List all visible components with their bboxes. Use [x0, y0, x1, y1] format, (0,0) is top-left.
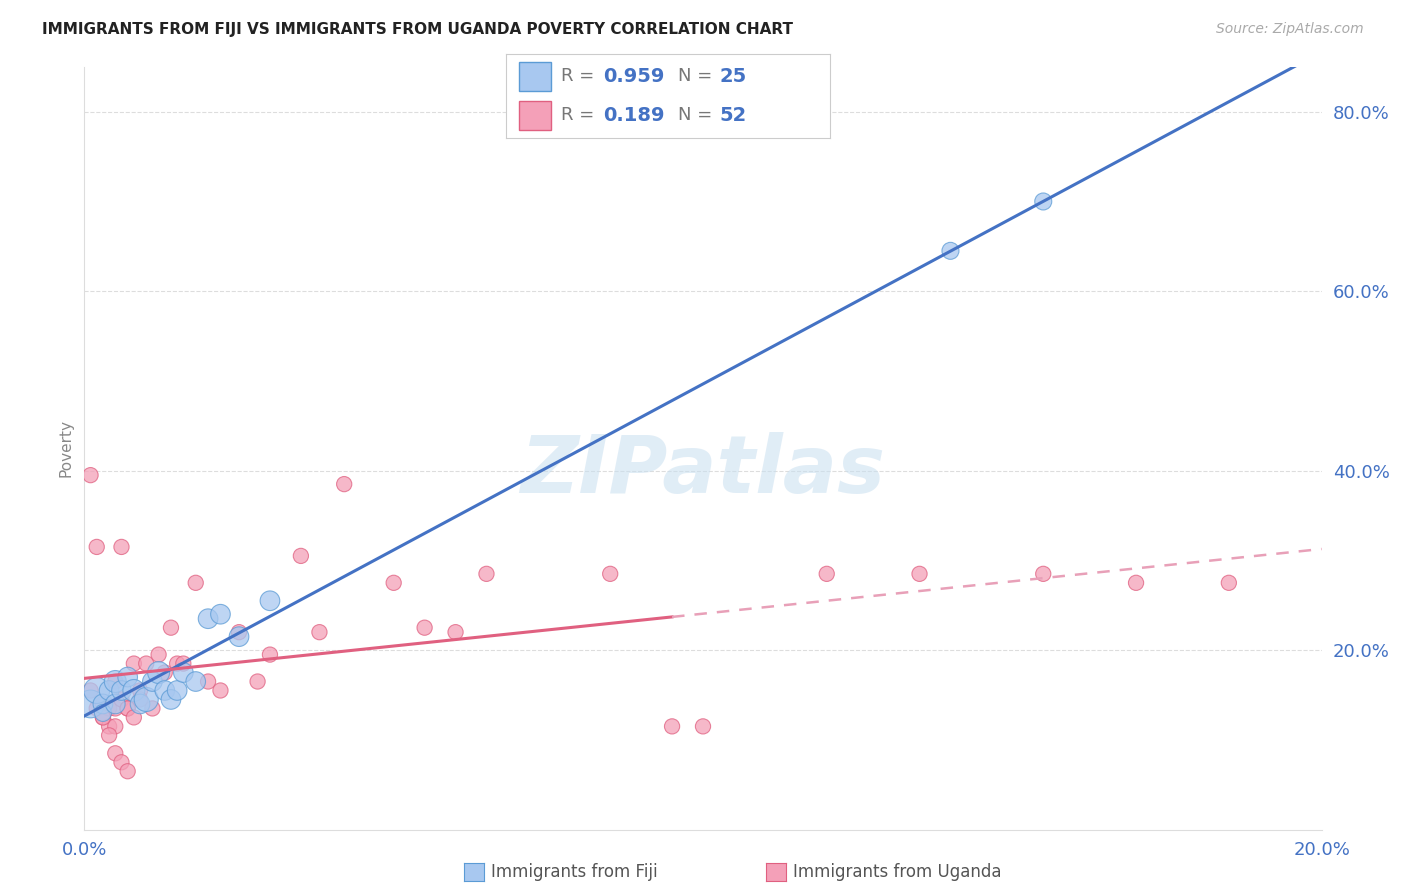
Point	[104, 674, 127, 689]
Point	[79, 683, 101, 698]
FancyBboxPatch shape	[519, 101, 551, 130]
Point	[599, 566, 621, 581]
Point	[166, 657, 188, 671]
Text: 0.189: 0.189	[603, 106, 665, 125]
Point	[148, 665, 170, 680]
Point	[129, 683, 152, 698]
Point	[153, 665, 176, 680]
Point	[308, 625, 330, 640]
Point	[104, 746, 127, 760]
Point	[815, 566, 838, 581]
Point	[209, 683, 232, 698]
Point	[98, 701, 121, 715]
Point	[184, 575, 207, 590]
FancyBboxPatch shape	[519, 62, 551, 91]
Point	[153, 683, 176, 698]
Point	[79, 697, 101, 711]
Point	[259, 594, 281, 608]
Point	[91, 706, 114, 720]
Point	[172, 657, 194, 671]
Point	[117, 701, 139, 715]
Text: 0.959: 0.959	[603, 67, 665, 86]
Point	[228, 630, 250, 644]
Point	[86, 540, 108, 554]
Point	[333, 477, 356, 491]
Point	[413, 621, 436, 635]
Text: R =: R =	[561, 106, 600, 124]
Point	[148, 648, 170, 662]
Point	[91, 710, 114, 724]
Point	[110, 692, 132, 706]
Point	[117, 701, 139, 715]
Point	[908, 566, 931, 581]
Text: Immigrants from Fiji: Immigrants from Fiji	[491, 863, 658, 881]
Text: IMMIGRANTS FROM FIJI VS IMMIGRANTS FROM UGANDA POVERTY CORRELATION CHART: IMMIGRANTS FROM FIJI VS IMMIGRANTS FROM …	[42, 22, 793, 37]
Point	[166, 683, 188, 698]
Text: N =: N =	[678, 68, 717, 86]
Point	[117, 670, 139, 684]
Point	[1125, 575, 1147, 590]
Point	[86, 701, 108, 715]
Point	[122, 683, 145, 698]
Point	[475, 566, 498, 581]
Point	[246, 674, 269, 689]
Text: ZIPatlas: ZIPatlas	[520, 432, 886, 510]
Point	[1032, 566, 1054, 581]
Text: 52: 52	[720, 106, 747, 125]
Point	[290, 549, 312, 563]
Point	[135, 692, 157, 706]
Point	[110, 683, 132, 698]
Point	[104, 701, 127, 715]
Point	[135, 657, 157, 671]
Text: R =: R =	[561, 68, 600, 86]
Point	[172, 665, 194, 680]
Point	[104, 719, 127, 733]
Text: 25: 25	[720, 67, 747, 86]
Point	[1032, 194, 1054, 209]
Point	[209, 607, 232, 622]
Point	[91, 697, 114, 711]
Point	[197, 674, 219, 689]
Point	[79, 468, 101, 483]
Point	[160, 621, 183, 635]
Point	[91, 697, 114, 711]
Point	[939, 244, 962, 258]
Point	[1218, 575, 1240, 590]
Point	[228, 625, 250, 640]
Point	[129, 697, 152, 711]
Point	[86, 683, 108, 698]
Text: N =: N =	[678, 106, 717, 124]
Point	[104, 674, 127, 689]
Point	[129, 692, 152, 706]
Point	[91, 710, 114, 724]
Point	[141, 701, 163, 715]
Point	[104, 697, 127, 711]
Y-axis label: Poverty: Poverty	[58, 419, 73, 477]
Text: Immigrants from Uganda: Immigrants from Uganda	[793, 863, 1001, 881]
Point	[141, 674, 163, 689]
Point	[98, 683, 121, 698]
Point	[259, 648, 281, 662]
Point	[661, 719, 683, 733]
Point	[98, 728, 121, 742]
Point	[382, 575, 405, 590]
Point	[160, 692, 183, 706]
Point	[122, 710, 145, 724]
Point	[122, 657, 145, 671]
Point	[110, 540, 132, 554]
Point	[197, 612, 219, 626]
Point	[110, 756, 132, 770]
Point	[184, 674, 207, 689]
Point	[117, 764, 139, 779]
Point	[692, 719, 714, 733]
Point	[98, 719, 121, 733]
Text: Source: ZipAtlas.com: Source: ZipAtlas.com	[1216, 22, 1364, 37]
Point	[444, 625, 467, 640]
